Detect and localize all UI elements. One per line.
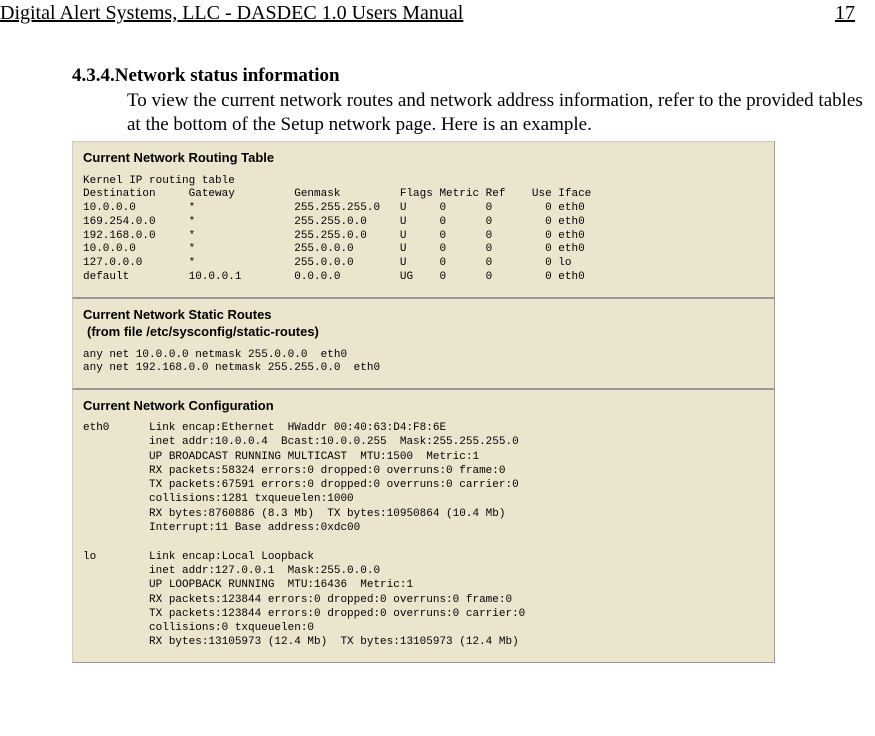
config-text: eth0 Link encap:Ethernet HWaddr 00:40:63… — [83, 421, 764, 650]
static-routes-subtitle: (from file /etc/sysconfig/static-routes) — [87, 324, 764, 339]
page-header: Digital Alert Systems, LLC - DASDEC 1.0 … — [0, 0, 875, 25]
section-number: 4.3.4. — [72, 65, 115, 86]
header-title: Digital Alert Systems, LLC - DASDEC 1.0 … — [0, 2, 463, 25]
config-panel-title: Current Network Configuration — [83, 398, 764, 413]
section: 4.3.4.Network status information To view… — [0, 65, 875, 137]
static-routes-panel: Current Network Static Routes (from file… — [72, 298, 775, 390]
header-page-number: 17 — [835, 2, 855, 25]
panel-wrap: Current Network Routing Table Kernel IP … — [0, 141, 875, 663]
routing-panel-title: Current Network Routing Table — [83, 150, 764, 165]
config-panel: Current Network Configuration eth0 Link … — [72, 389, 775, 663]
section-title: Network status information — [115, 65, 340, 86]
section-heading: 4.3.4.Network status information — [72, 65, 865, 87]
static-routes-title: Current Network Static Routes — [83, 307, 764, 322]
routing-table-text: Kernel IP routing table Destination Gate… — [83, 175, 764, 285]
routing-panel: Current Network Routing Table Kernel IP … — [72, 141, 775, 298]
section-body: To view the current network routes and n… — [72, 89, 865, 137]
static-routes-text: any net 10.0.0.0 netmask 255.0.0.0 eth0 … — [83, 349, 764, 377]
